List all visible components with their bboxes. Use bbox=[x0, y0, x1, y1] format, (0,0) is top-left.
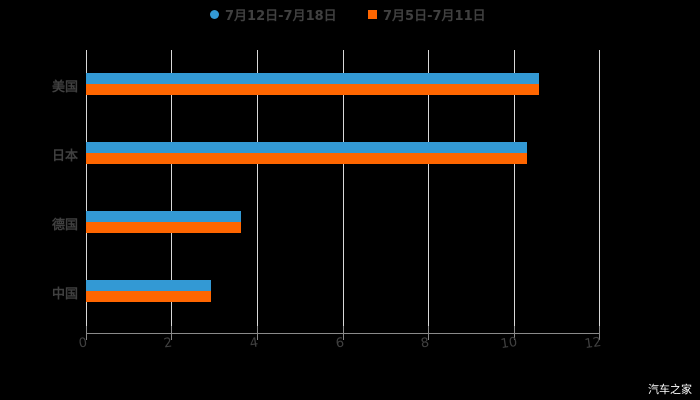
watermark: 汽车之家 bbox=[648, 383, 692, 396]
bar-china-series-2[interactable] bbox=[86, 291, 211, 302]
bar-usa-series-1[interactable] bbox=[86, 73, 539, 84]
bar-china-series-1[interactable] bbox=[86, 280, 211, 291]
x-tick bbox=[599, 326, 600, 340]
legend-item-series-2[interactable]: 7月5日-7月11日 bbox=[368, 4, 486, 24]
x-tick-label: 6 bbox=[334, 335, 346, 352]
gridline-0 bbox=[86, 50, 87, 326]
gridline-10 bbox=[514, 50, 515, 326]
bar-japan-series-2[interactable] bbox=[86, 153, 527, 164]
x-tick bbox=[257, 326, 258, 340]
x-tick-label: 2 bbox=[162, 335, 174, 352]
bar-germany-series-2[interactable] bbox=[86, 222, 241, 233]
legend: 7月12日-7月18日 7月5日-7月11日 bbox=[0, 4, 700, 24]
category-label-germany: 德国 bbox=[51, 218, 78, 233]
x-tick bbox=[343, 326, 344, 340]
gridline-4 bbox=[257, 50, 258, 326]
legend-item-series-1[interactable]: 7月12日-7月18日 bbox=[210, 4, 337, 24]
gridline-2 bbox=[171, 50, 172, 326]
gridline-12 bbox=[599, 50, 600, 326]
bar-usa-series-2[interactable] bbox=[86, 84, 539, 95]
bar-japan-series-1[interactable] bbox=[86, 142, 527, 153]
gridline-8 bbox=[428, 50, 429, 326]
x-tick bbox=[86, 326, 87, 340]
x-tick-label: 12 bbox=[583, 334, 603, 353]
x-tick-label: 10 bbox=[499, 334, 519, 353]
x-tick-label: 0 bbox=[77, 335, 89, 352]
circle-marker-icon bbox=[210, 9, 219, 19]
x-tick bbox=[428, 326, 429, 340]
square-marker-icon bbox=[368, 9, 377, 19]
category-label-japan: 日本 bbox=[51, 149, 78, 164]
bar-germany-series-1[interactable] bbox=[86, 211, 241, 222]
x-tick-label: 8 bbox=[419, 335, 431, 352]
category-label-china: 中国 bbox=[51, 287, 78, 302]
category-label-usa: 美国 bbox=[51, 80, 78, 95]
legend-label: 7月5日-7月11日 bbox=[383, 8, 486, 24]
legend-label: 7月12日-7月18日 bbox=[225, 8, 337, 24]
x-tick bbox=[514, 326, 515, 340]
gridline-6 bbox=[343, 50, 344, 326]
x-tick-label: 4 bbox=[248, 335, 260, 352]
x-tick bbox=[171, 326, 172, 340]
